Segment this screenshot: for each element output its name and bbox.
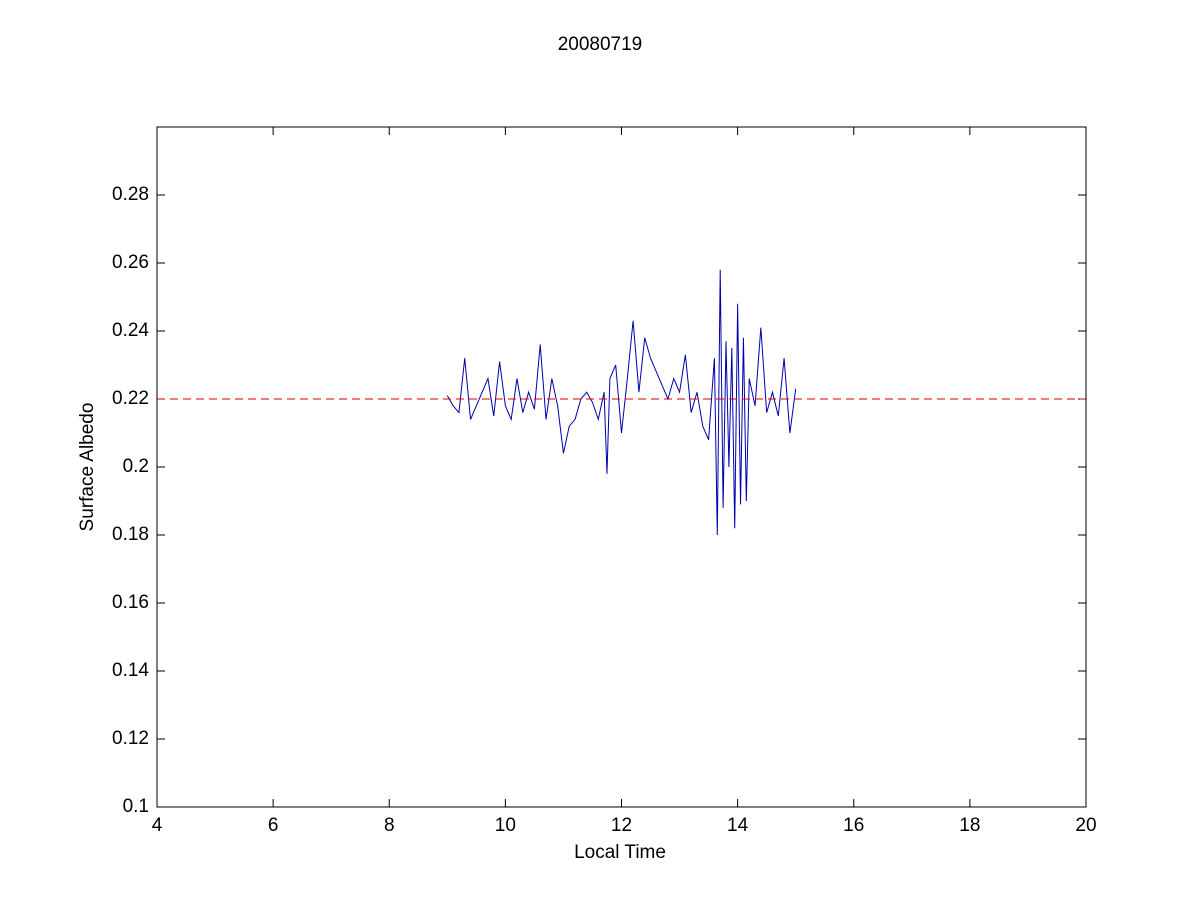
y-tick-label: 0.16 [112,592,149,613]
y-tick-label: 0.22 [112,388,149,409]
x-tick-label: 10 [495,815,516,836]
y-tick-label: 0.12 [112,728,149,749]
y-tick-label: 0.2 [123,456,149,477]
y-axis-label: Surface Albedo [77,403,98,532]
y-tick-label: 0.18 [112,524,149,545]
x-tick-label: 12 [611,815,632,836]
chart-title: 20080719 [558,34,643,55]
x-tick-label: 16 [843,815,864,836]
x-tick-label: 20 [1075,815,1096,836]
y-tick-label: 0.14 [112,660,149,681]
y-tick-label: 0.1 [123,796,149,817]
y-tick-label: 0.24 [112,320,149,341]
data-line [446,269,797,536]
x-tick-label: 4 [152,815,163,836]
x-axis-label: Local Time [574,842,666,863]
plot-frame [156,126,1087,808]
x-tick-label: 14 [727,815,749,836]
x-tick-label: 8 [384,815,395,836]
y-tick-label: 0.28 [112,184,149,205]
y-tick-label: 0.26 [112,252,149,273]
x-tick-label: 18 [959,815,980,836]
x-tick-label: 6 [268,815,279,836]
